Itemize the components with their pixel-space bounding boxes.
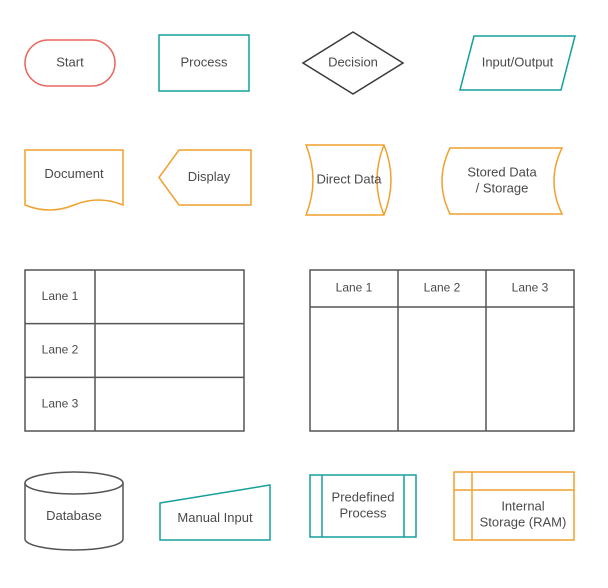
internal-storage-label: Internal [501,498,544,513]
database-label: Database [46,508,102,523]
swimlane-v-lane-label: Lane 1 [336,281,373,295]
decision-label: Decision [328,54,378,69]
document-label: Document [44,166,104,181]
storeddata-label: / Storage [476,181,529,196]
terminator-label: Start [56,54,84,69]
manual-input-label: Manual Input [177,510,253,525]
flowchart-shapes-diagram: Start Process Decision Input/Output Document… [0,0,608,583]
swimlane-v-lane-label: Lane 3 [512,281,549,295]
swimlane-h-lane-label: Lane 2 [42,343,79,357]
swimlane-h-lane-label: Lane 3 [42,396,79,410]
display-label: Display [188,169,231,184]
swimlane-v-lane-label: Lane 2 [424,281,461,295]
database-cap [25,483,123,494]
process-label: Process [181,54,228,69]
predefined-process-label: Process [340,506,387,521]
internal-storage-label: Storage (RAM) [480,515,567,530]
predefined-process-label: Predefined [332,489,395,504]
io-label: Input/Output [482,54,554,69]
storeddata-label: Stored Data [467,164,537,179]
directdata-label: Direct Data [316,171,382,186]
swimlane-h-lane-label: Lane 1 [42,289,79,303]
